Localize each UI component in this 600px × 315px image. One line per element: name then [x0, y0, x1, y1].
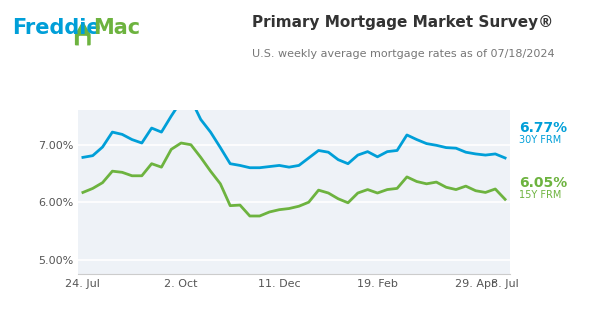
Text: Primary Mortgage Market Survey®: Primary Mortgage Market Survey® — [252, 14, 553, 30]
Text: Freddie: Freddie — [12, 18, 101, 38]
Text: Mac: Mac — [93, 18, 140, 38]
Text: U.S. weekly average mortgage rates as of 07/18/2024: U.S. weekly average mortgage rates as of… — [252, 49, 554, 59]
Text: 30Y FRM: 30Y FRM — [519, 135, 561, 145]
Text: 6.77%: 6.77% — [519, 121, 567, 135]
Text: 6.05%: 6.05% — [519, 176, 567, 190]
Polygon shape — [76, 22, 90, 45]
Polygon shape — [79, 36, 86, 45]
Text: 15Y FRM: 15Y FRM — [519, 190, 562, 200]
